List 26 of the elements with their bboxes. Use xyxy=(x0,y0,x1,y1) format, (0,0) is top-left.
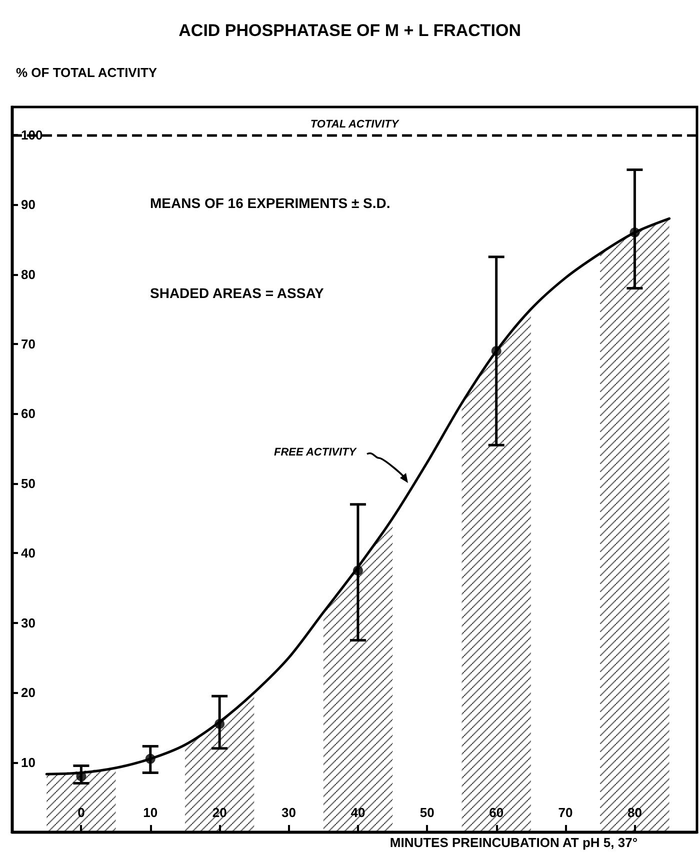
y-tick-label: 40 xyxy=(21,546,36,561)
annotation: MEANS OF 16 EXPERIMENTS ± S.D. xyxy=(150,195,390,211)
y-tick-label: 70 xyxy=(21,336,36,352)
y-tick-label: 80 xyxy=(21,266,36,282)
x-tick-label: 10 xyxy=(143,805,158,820)
annotation: FREE ACTIVITY xyxy=(274,446,358,458)
ref-line-label: TOTAL ACTIVITY xyxy=(310,118,400,130)
y-tick-label: 30 xyxy=(21,615,36,630)
y-tick-label: 20 xyxy=(21,685,36,700)
chart-title: ACID PHOSPHATASE OF M + L FRACTION xyxy=(178,21,522,40)
point xyxy=(76,771,86,782)
y-tick-label: 90 xyxy=(21,197,36,212)
x-tick-label: 70 xyxy=(558,805,573,820)
annotation: SHADED AREAS = ASSAY xyxy=(150,285,325,301)
x-tick-label: 30 xyxy=(282,805,296,820)
point xyxy=(214,718,225,729)
y-axis-title: % OF TOTAL ACTIVITY xyxy=(16,65,158,80)
point xyxy=(145,754,156,764)
point xyxy=(352,566,363,576)
y-tick-label: 60 xyxy=(21,406,36,422)
y-tick-label: 10 xyxy=(21,754,36,770)
point xyxy=(491,346,502,356)
y-tick-label: 50 xyxy=(21,476,36,491)
x-tick-label: 50 xyxy=(420,805,434,820)
point xyxy=(630,227,640,238)
x-axis-title: MINUTES PREINCUBATION AT pH 5, 37° xyxy=(390,835,638,850)
